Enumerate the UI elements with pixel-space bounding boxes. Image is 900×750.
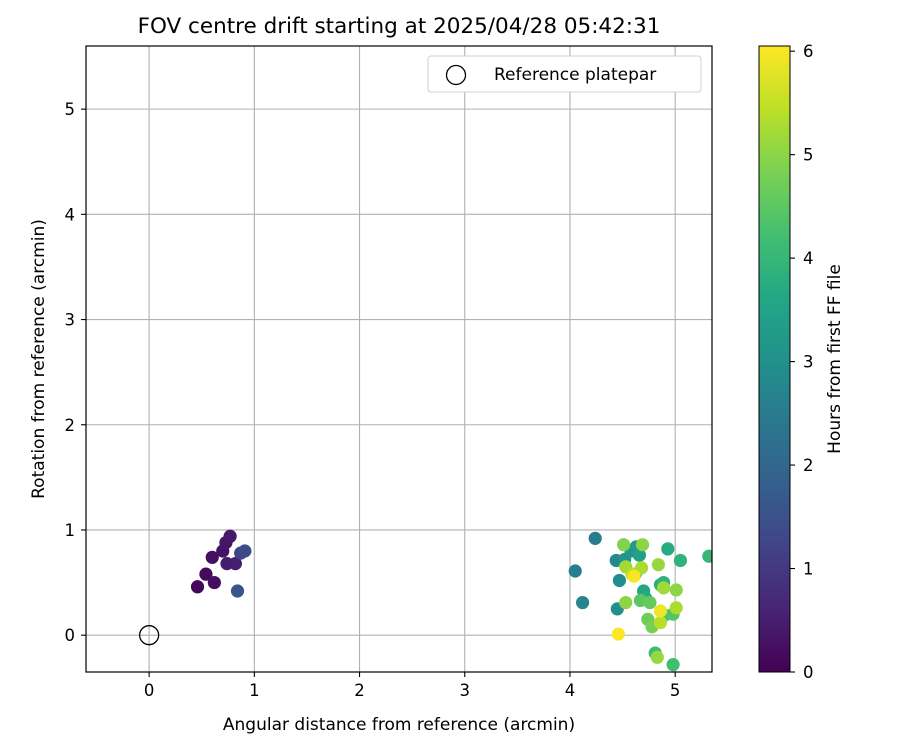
data-point bbox=[230, 584, 245, 598]
data-point bbox=[611, 627, 625, 641]
y-tick-label: 0 bbox=[65, 626, 76, 645]
data-point bbox=[653, 615, 668, 630]
grid-lines bbox=[86, 46, 712, 672]
data-points bbox=[138, 529, 712, 672]
data-point bbox=[702, 549, 712, 563]
data-point bbox=[653, 604, 668, 618]
colorbar-label: Hours from first FF file bbox=[825, 264, 845, 454]
y-axis-ticks: 0 1 2 3 4 5 bbox=[65, 100, 86, 645]
colorbar-ticks: 0 1 2 3 4 5 6 bbox=[790, 42, 814, 682]
x-tick-label: 3 bbox=[460, 681, 471, 700]
data-point bbox=[651, 558, 665, 572]
data-point bbox=[223, 529, 237, 543]
data-point bbox=[207, 575, 221, 590]
y-tick-label: 3 bbox=[65, 311, 76, 330]
x-tick-label: 2 bbox=[354, 681, 365, 700]
colorbar-tick-label: 3 bbox=[803, 353, 814, 372]
y-tick-label: 5 bbox=[65, 100, 76, 119]
legend: Reference platepar bbox=[427, 55, 702, 93]
data-point bbox=[669, 583, 683, 597]
data-point bbox=[657, 581, 671, 595]
x-axis-label: Angular distance from reference (arcmin) bbox=[223, 715, 575, 735]
data-point bbox=[619, 595, 633, 610]
data-point bbox=[617, 538, 631, 552]
data-point bbox=[643, 595, 657, 610]
data-point bbox=[228, 557, 242, 571]
legend-box bbox=[427, 55, 702, 93]
colorbar-tick-label: 6 bbox=[803, 42, 814, 61]
data-point bbox=[669, 601, 683, 615]
y-axis-label: Rotation from reference (arcmin) bbox=[29, 219, 49, 499]
colorbar-tick-label: 1 bbox=[803, 560, 814, 579]
colorbar-tick-label: 4 bbox=[803, 249, 814, 268]
x-tick-label: 1 bbox=[249, 681, 260, 700]
data-point bbox=[205, 550, 219, 564]
colorbar: 0 1 2 3 4 5 6 Hours from first FF file bbox=[758, 42, 845, 682]
data-point bbox=[661, 542, 675, 556]
data-point bbox=[673, 553, 688, 568]
chart-title: FOV centre drift starting at 2025/04/28 … bbox=[138, 14, 661, 39]
colorbar-gradient bbox=[758, 45, 791, 673]
data-point bbox=[575, 595, 590, 610]
x-tick-label: 5 bbox=[670, 681, 681, 700]
x-tick-label: 4 bbox=[565, 681, 576, 700]
data-point bbox=[199, 567, 213, 581]
colorbar-tick-label: 2 bbox=[803, 456, 814, 475]
colorbar-tick-label: 5 bbox=[803, 146, 814, 165]
data-point bbox=[635, 538, 650, 552]
data-point bbox=[588, 531, 602, 545]
legend-marker-reference bbox=[445, 64, 467, 86]
x-axis-ticks: 0 1 2 3 4 5 bbox=[144, 672, 681, 700]
data-point bbox=[632, 548, 647, 562]
y-tick-label: 2 bbox=[65, 416, 76, 435]
data-point bbox=[612, 573, 627, 588]
data-point bbox=[666, 658, 680, 672]
plot-area-frame bbox=[85, 45, 713, 673]
data-point bbox=[238, 544, 252, 558]
data-point bbox=[190, 580, 205, 594]
reference-platepar-marker bbox=[138, 625, 160, 646]
colorbar-tick-label: 0 bbox=[803, 663, 814, 682]
y-tick-label: 4 bbox=[65, 205, 76, 224]
data-point bbox=[650, 650, 664, 664]
y-tick-label: 1 bbox=[65, 521, 76, 540]
x-tick-label: 0 bbox=[144, 681, 155, 700]
data-point bbox=[627, 569, 641, 583]
data-point bbox=[568, 564, 582, 578]
legend-label-reference: Reference platepar bbox=[494, 65, 656, 85]
